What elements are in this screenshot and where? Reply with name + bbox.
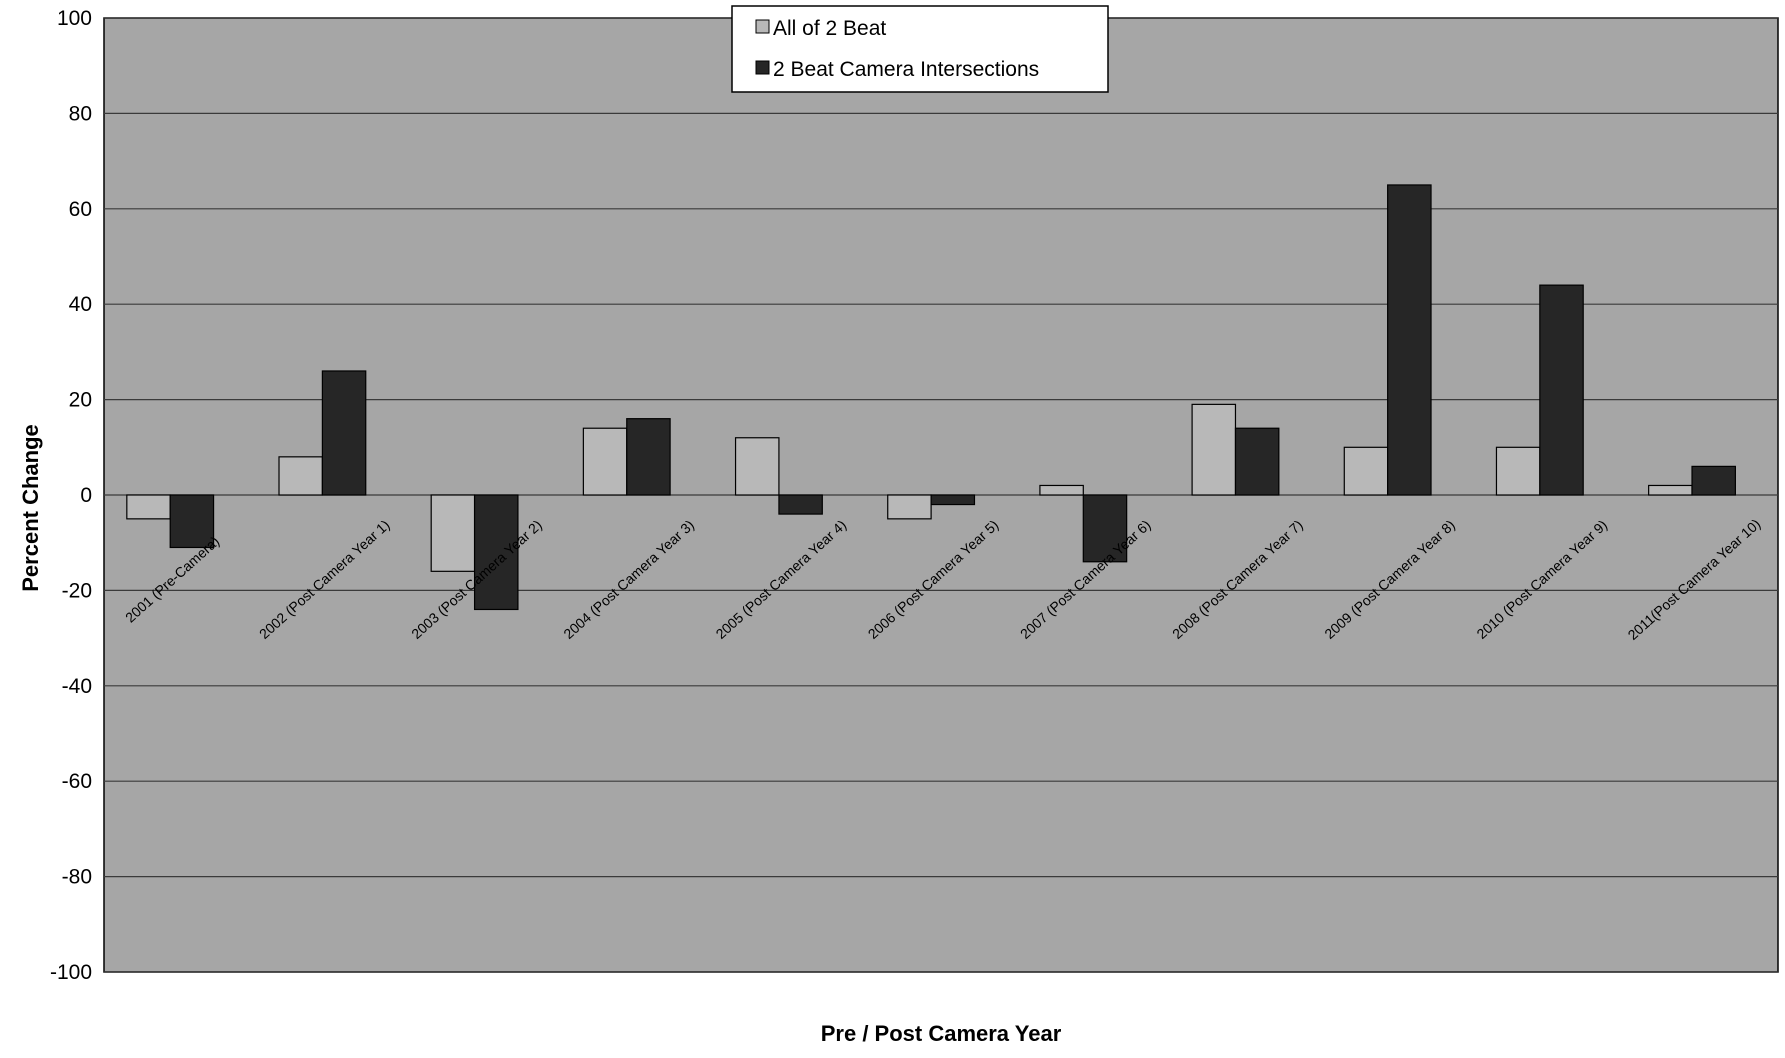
y-tick-label: -40 <box>62 675 92 698</box>
bar-camera-intersections <box>321 370 367 496</box>
bar-camera-intersections <box>473 494 519 611</box>
y-axis-ticks: 100 80 60 40 20 0 -20 -40 -60 -80 -100 <box>50 7 92 984</box>
bar-camera-intersections <box>626 418 671 496</box>
bar-all-of-2-beat <box>126 494 171 520</box>
bar-all-of-2-beat <box>1648 484 1693 496</box>
legend: All of 2 Beat 2 Beat Camera Intersection… <box>731 5 1109 93</box>
bar-all-of-2-beat <box>1039 484 1084 496</box>
bar-camera-intersections <box>1082 494 1128 563</box>
bar-all-of-2-beat <box>430 494 476 572</box>
legend-label-all-of-2-beat: All of 2 Beat <box>773 17 886 40</box>
y-tick-label: 80 <box>69 102 92 125</box>
legend-box <box>731 5 1109 93</box>
bar-all-of-2-beat <box>1191 403 1237 496</box>
bar-camera-intersections <box>1387 184 1432 496</box>
y-tick-label: -80 <box>62 866 92 889</box>
y-tick-label: 20 <box>69 389 92 412</box>
y-tick-label: -100 <box>50 961 92 984</box>
bar-camera-intersections <box>930 494 976 506</box>
y-axis-title: Percent Change <box>18 424 43 592</box>
legend-swatch-all-of-2-beat <box>755 19 770 34</box>
bar-all-of-2-beat <box>734 437 780 496</box>
bar-all-of-2-beat <box>887 494 932 520</box>
y-tick-label: 100 <box>57 7 92 30</box>
bar-camera-intersections <box>1691 465 1736 496</box>
bar-all-of-2-beat <box>1343 446 1389 496</box>
bar-all-of-2-beat <box>1495 446 1541 496</box>
bars <box>126 184 1736 611</box>
y-tick-label: -20 <box>62 579 92 602</box>
bar-all-of-2-beat <box>582 427 628 496</box>
bar-all-of-2-beat <box>278 456 323 496</box>
bar-camera-intersections <box>169 494 215 549</box>
bar-camera-intersections <box>778 494 823 515</box>
y-tick-label: 0 <box>80 484 92 507</box>
legend-label-camera-intersections: 2 Beat Camera Intersections <box>773 58 1039 81</box>
bar-camera-intersections <box>1234 427 1280 496</box>
bar-camera-intersections <box>1539 284 1584 496</box>
y-tick-label: 60 <box>69 198 92 221</box>
x-axis-title: Pre / Post Camera Year <box>821 1021 1062 1046</box>
legend-swatch-camera-intersections <box>755 60 770 75</box>
y-tick-label: -60 <box>62 770 92 793</box>
y-tick-label: 40 <box>69 293 92 316</box>
